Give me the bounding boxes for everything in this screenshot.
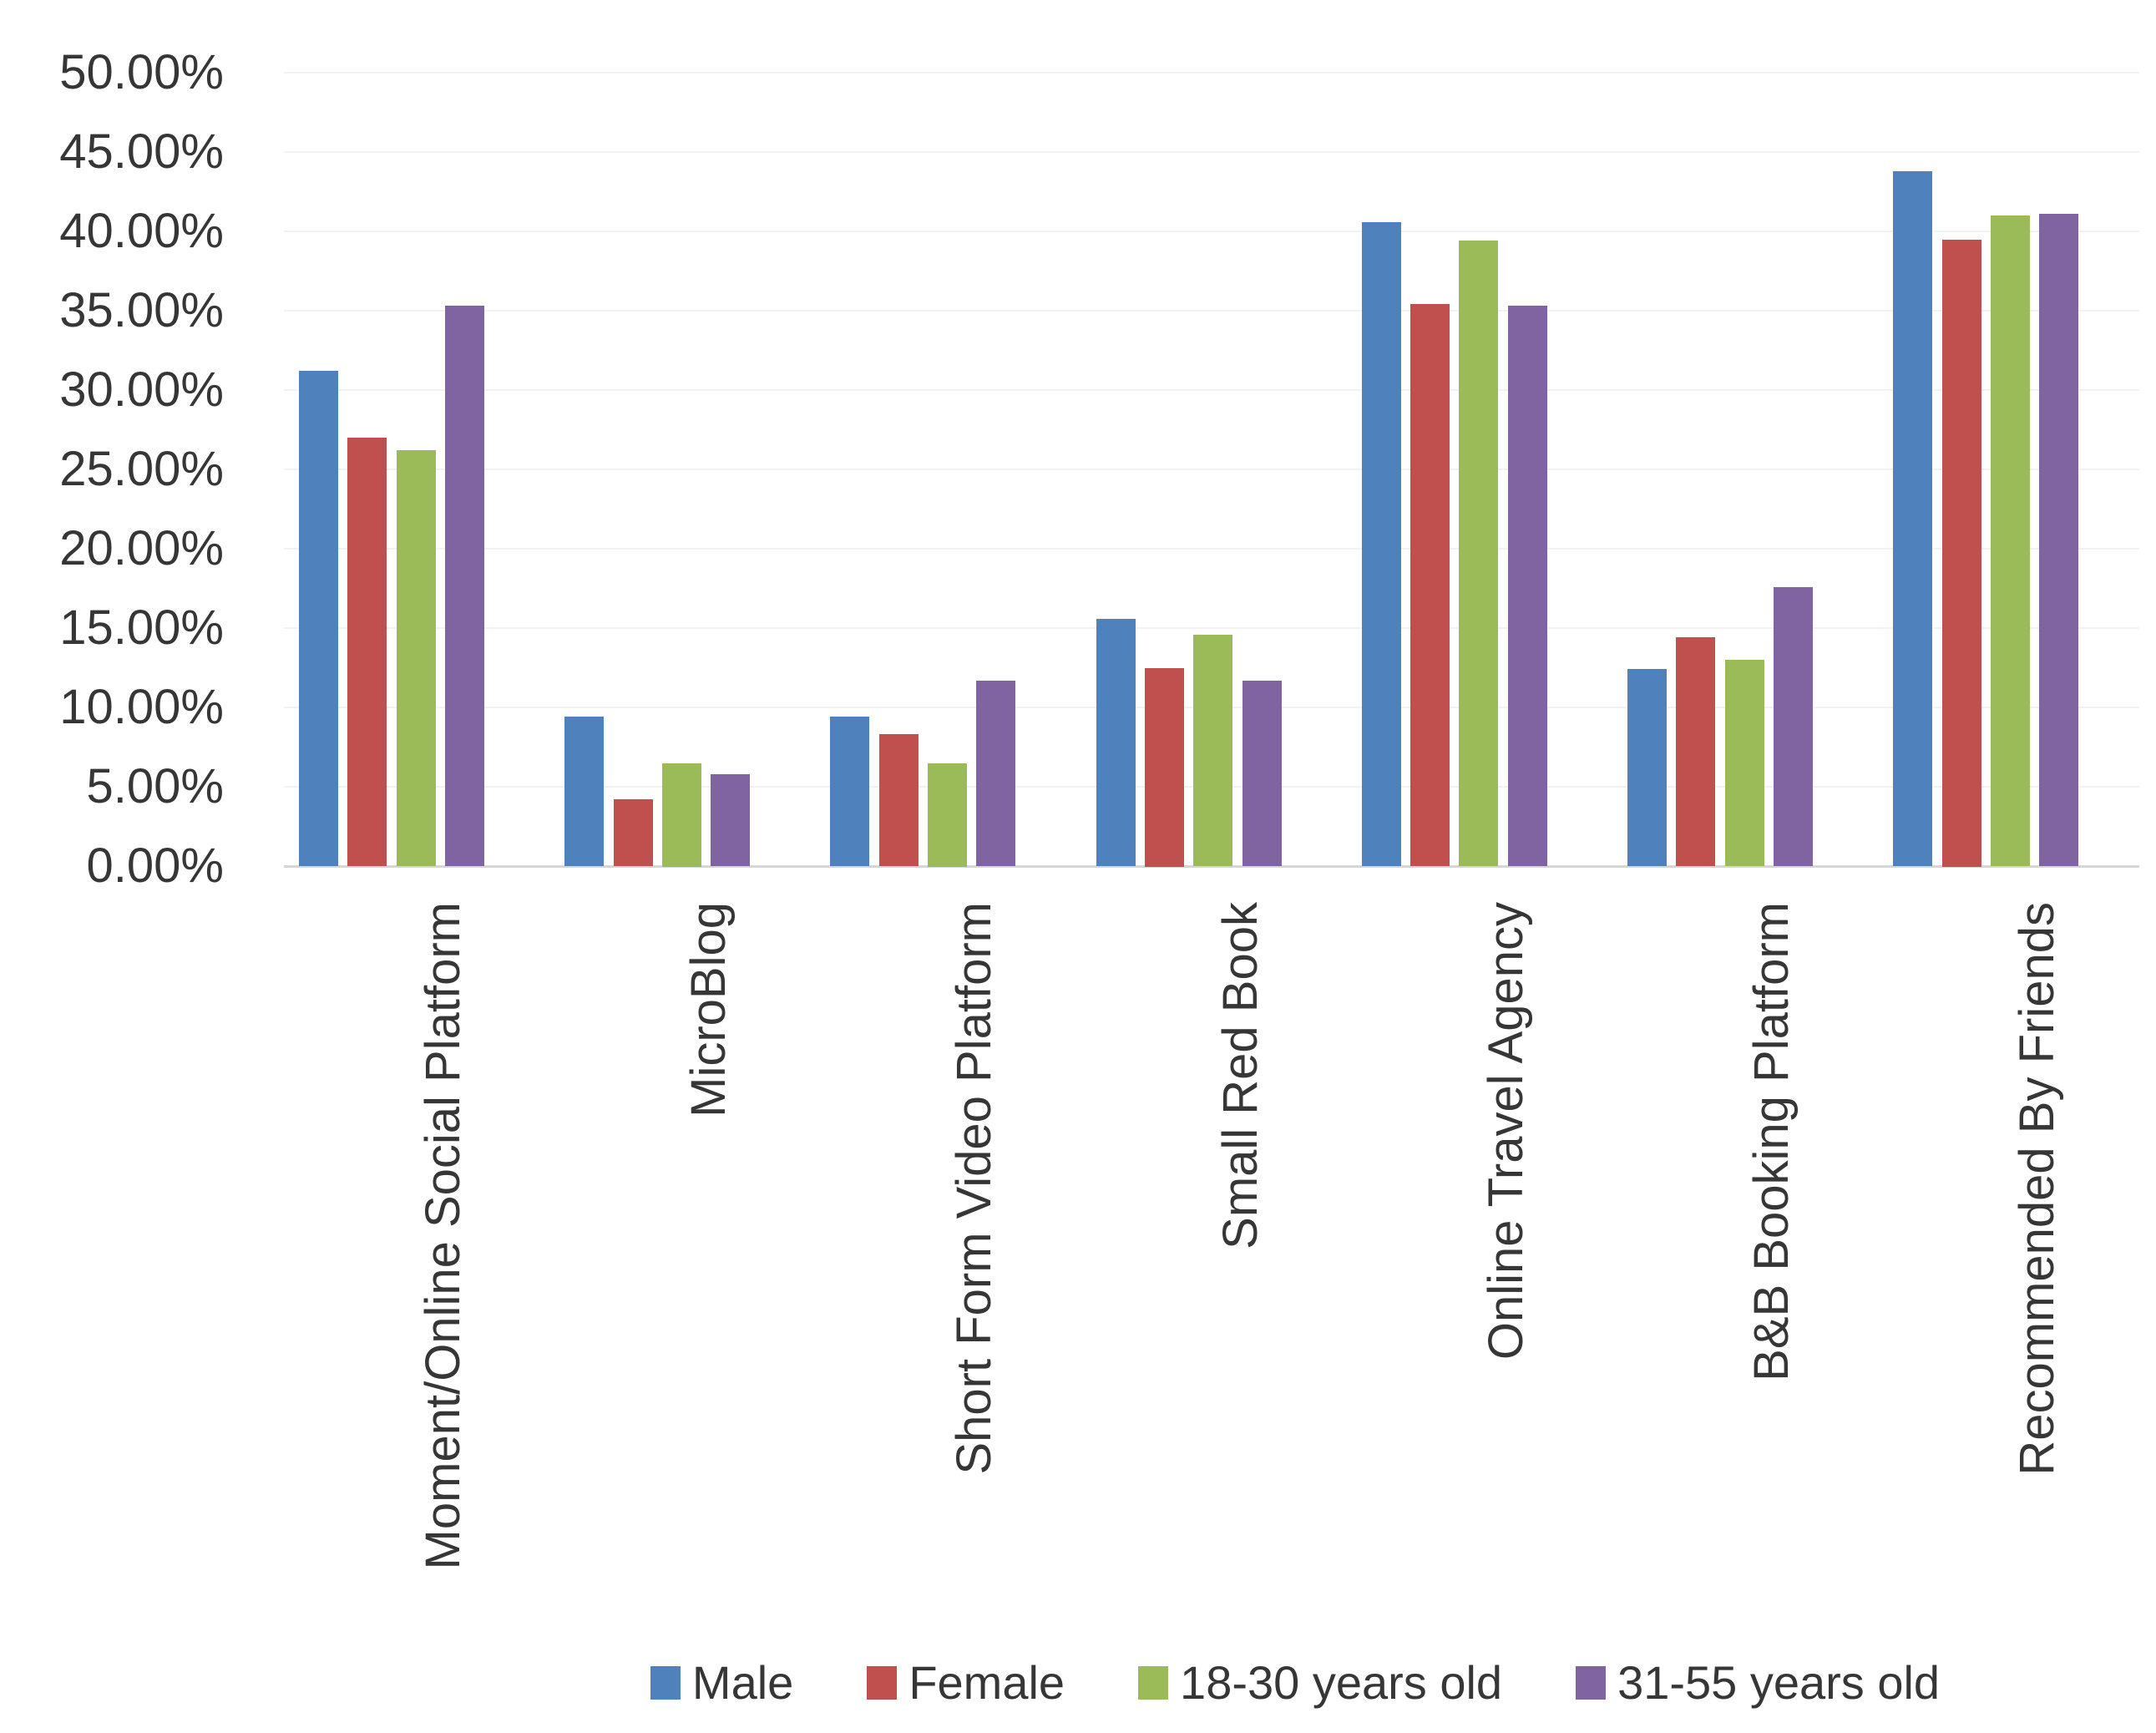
gridline — [284, 469, 2139, 470]
gridline — [284, 389, 2139, 391]
x-axis-line — [284, 865, 2139, 868]
bar — [1627, 669, 1667, 866]
x-axis-label: B&B Booking Platform — [1744, 902, 1799, 1381]
bar — [1991, 215, 2030, 866]
legend-swatch-18-30-years-old — [1138, 1666, 1169, 1700]
gridline — [284, 151, 2139, 153]
x-axis-label: MicroBlog — [681, 902, 736, 1117]
y-axis-tick-label: 10.00% — [59, 680, 224, 734]
legend-item: Female — [867, 1658, 1065, 1708]
gridline — [284, 231, 2139, 232]
y-axis-tick-label: 50.00% — [59, 45, 224, 99]
bar — [1145, 668, 1184, 867]
gridline — [284, 627, 2139, 629]
bar — [830, 717, 869, 866]
bar — [1676, 637, 1715, 866]
bar — [2039, 214, 2078, 866]
y-axis-tick-label: 35.00% — [59, 283, 224, 337]
bar — [1725, 660, 1764, 866]
y-axis-tick-label: 5.00% — [86, 759, 224, 813]
bar — [445, 306, 484, 866]
bar — [397, 450, 436, 866]
bar — [564, 717, 604, 866]
bar — [1942, 240, 1981, 867]
bar — [976, 681, 1015, 866]
bar — [1193, 635, 1232, 866]
gridline — [284, 310, 2139, 312]
legend-label: 18-30 years old — [1180, 1656, 1503, 1709]
bar — [1774, 587, 1813, 866]
bar — [1893, 171, 1932, 866]
x-axis-label: Short Form Video Platform — [947, 902, 1001, 1475]
x-axis-label: Recommended By Friends — [2010, 902, 2064, 1476]
bar — [347, 438, 387, 866]
bar — [879, 734, 919, 866]
legend-label: 31-55 years old — [1617, 1656, 1941, 1709]
x-axis-label: Online Travel Agency — [1479, 902, 1533, 1361]
bar — [1362, 222, 1401, 866]
bar — [1096, 619, 1136, 866]
gridline — [284, 548, 2139, 550]
legend-label: Female — [908, 1656, 1065, 1709]
legend-item: 18-30 years old — [1138, 1658, 1502, 1708]
bar — [928, 763, 967, 867]
bar — [662, 763, 701, 867]
legend-item: 31-55 years old — [1576, 1658, 1940, 1708]
legend: Male Female 18-30 years old 31-55 years old — [434, 1654, 2156, 1712]
bar — [711, 774, 750, 866]
legend-swatch-female — [867, 1666, 898, 1700]
bar — [1242, 681, 1282, 866]
legend-swatch-31-55-years-old — [1576, 1666, 1607, 1700]
legend-item: Male — [650, 1658, 793, 1708]
gridline — [284, 72, 2139, 73]
bar — [299, 371, 338, 866]
bar — [1508, 306, 1547, 866]
x-axis-label: Moment/Online Social Platform — [416, 902, 470, 1570]
y-axis-tick-label: 15.00% — [59, 600, 224, 655]
x-axis-label: Small Red Book — [1213, 902, 1268, 1249]
y-axis-tick-label: 20.00% — [59, 521, 224, 575]
bar — [1410, 304, 1450, 866]
y-axis-tick-label: 0.00% — [86, 839, 224, 893]
bar — [1459, 241, 1498, 866]
legend-swatch-male — [650, 1666, 681, 1700]
y-axis-tick-label: 40.00% — [59, 204, 224, 258]
y-axis-tick-label: 25.00% — [59, 442, 224, 496]
legend-label: Male — [691, 1656, 794, 1709]
y-axis-tick-label: 45.00% — [59, 124, 224, 179]
bar — [614, 799, 653, 866]
y-axis-tick-label: 30.00% — [59, 362, 224, 417]
